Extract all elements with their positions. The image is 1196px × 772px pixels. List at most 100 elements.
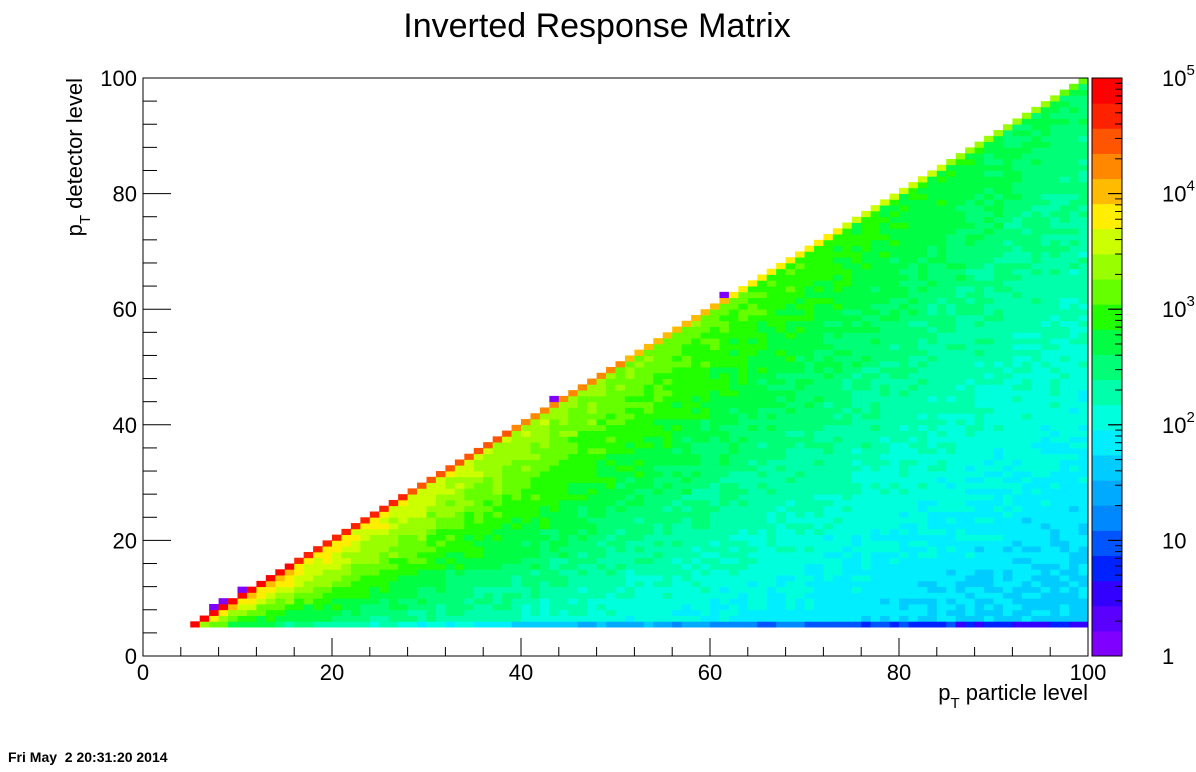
- heatmap-cell: [1031, 234, 1042, 241]
- heatmap-cell: [747, 372, 758, 379]
- heatmap-cell: [246, 603, 257, 611]
- heatmap-cell: [710, 378, 720, 385]
- heatmap-cell: [350, 598, 361, 605]
- heatmap-cell: [993, 563, 1004, 570]
- heatmap-cell: [795, 592, 805, 599]
- heatmap-cell: [1050, 268, 1061, 275]
- heatmap-cell: [710, 361, 720, 368]
- heatmap-cell: [936, 482, 947, 489]
- heatmap-cell: [1078, 135, 1089, 142]
- heatmap-cell: [710, 343, 720, 351]
- heatmap-cell: [1021, 257, 1032, 264]
- heatmap-cell: [946, 598, 957, 605]
- heatmap-cell: [974, 453, 985, 460]
- heatmap-cell: [899, 395, 909, 403]
- heatmap-cell: [1021, 135, 1032, 142]
- heatmap-cell: [927, 465, 938, 472]
- heatmap-cell: [1078, 153, 1089, 160]
- heatmap-cell: [927, 603, 938, 611]
- heatmap-cell: [1050, 343, 1061, 351]
- heatmap-cell: [435, 505, 446, 512]
- heatmap-cell: [899, 257, 909, 264]
- heatmap-cell: [1069, 234, 1079, 241]
- heatmap-cell: [1002, 135, 1013, 142]
- heatmap-cell: [530, 551, 541, 559]
- heatmap-cell: [1031, 424, 1042, 431]
- heatmap-cell: [993, 130, 1004, 137]
- heatmap-cell: [1040, 471, 1051, 478]
- x-tick-label: 80: [887, 660, 911, 685]
- heatmap-cell: [955, 257, 966, 264]
- colorbar: [1091, 77, 1123, 657]
- heatmap-cell: [1021, 569, 1032, 576]
- heatmap-cell: [728, 338, 739, 345]
- heatmap-cell: [946, 453, 957, 460]
- heatmap-cell: [842, 447, 853, 455]
- heatmap-cell: [880, 586, 890, 593]
- heatmap-cell: [1040, 222, 1051, 229]
- heatmap-cell: [719, 297, 730, 304]
- heatmap-cell: [502, 563, 512, 570]
- heatmap-cell: [936, 557, 947, 564]
- heatmap-cell: [1031, 494, 1042, 501]
- heatmap-cell: [889, 575, 900, 582]
- heatmap-cell: [728, 343, 739, 351]
- heatmap-cell: [1078, 557, 1089, 564]
- heatmap-cell: [832, 575, 843, 582]
- heatmap-cell: [615, 557, 626, 564]
- heatmap-cell: [785, 349, 796, 356]
- heatmap-cell: [861, 251, 872, 258]
- heatmap-cell: [710, 563, 720, 570]
- heatmap-cell: [936, 193, 947, 200]
- heatmap-cell: [889, 442, 900, 449]
- heatmap-cell: [691, 395, 701, 403]
- heatmap-cell: [700, 424, 711, 431]
- heatmap-cell: [776, 309, 786, 316]
- heatmap-cell: [587, 586, 597, 593]
- heatmap-cell: [1002, 517, 1013, 524]
- heatmap-cell: [908, 367, 919, 374]
- heatmap-cell: [558, 575, 569, 582]
- heatmap-cell: [388, 505, 399, 512]
- heatmap-cell: [435, 592, 446, 599]
- heatmap-cell: [1021, 430, 1032, 437]
- heatmap-cell: [870, 222, 881, 229]
- heatmap-cell: [1002, 130, 1013, 137]
- heatmap-cell: [899, 332, 909, 339]
- heatmap-cell: [795, 580, 805, 588]
- heatmap-cell: [766, 361, 777, 368]
- heatmap-cell: [842, 222, 853, 229]
- heatmap-cell: [521, 557, 531, 564]
- heatmap-cell: [936, 355, 947, 362]
- heatmap-cell: [1021, 309, 1032, 316]
- heatmap-cell: [870, 540, 881, 547]
- heatmap-cell: [946, 210, 957, 218]
- heatmap-cell: [747, 447, 758, 455]
- heatmap-cell: [426, 603, 437, 611]
- heatmap-cell: [303, 551, 314, 559]
- heatmap-cell: [672, 523, 683, 530]
- heatmap-cell: [813, 424, 824, 431]
- heatmap-cell: [757, 314, 768, 322]
- heatmap-cell: [1002, 367, 1013, 374]
- heatmap-cell: [870, 603, 881, 611]
- heatmap-cell: [813, 551, 824, 559]
- heatmap-cell: [577, 419, 588, 426]
- heatmap-cell: [728, 494, 739, 501]
- heatmap-cell: [795, 528, 805, 536]
- heatmap-cell: [974, 268, 985, 275]
- heatmap-cell: [568, 528, 579, 536]
- heatmap-cell: [332, 575, 342, 582]
- heatmap-cell: [908, 320, 919, 327]
- heatmap-cell: [1002, 193, 1013, 200]
- heatmap-cell: [880, 540, 890, 547]
- heatmap-cell: [634, 453, 645, 460]
- heatmap-cell: [993, 384, 1004, 391]
- heatmap-cell: [984, 239, 994, 247]
- heatmap-cell: [880, 621, 890, 628]
- heatmap-cell: [483, 523, 494, 530]
- heatmap-cell: [889, 511, 900, 518]
- heatmap-cell: [842, 551, 853, 559]
- heatmap-cell: [889, 407, 900, 414]
- heatmap-cell: [974, 228, 985, 235]
